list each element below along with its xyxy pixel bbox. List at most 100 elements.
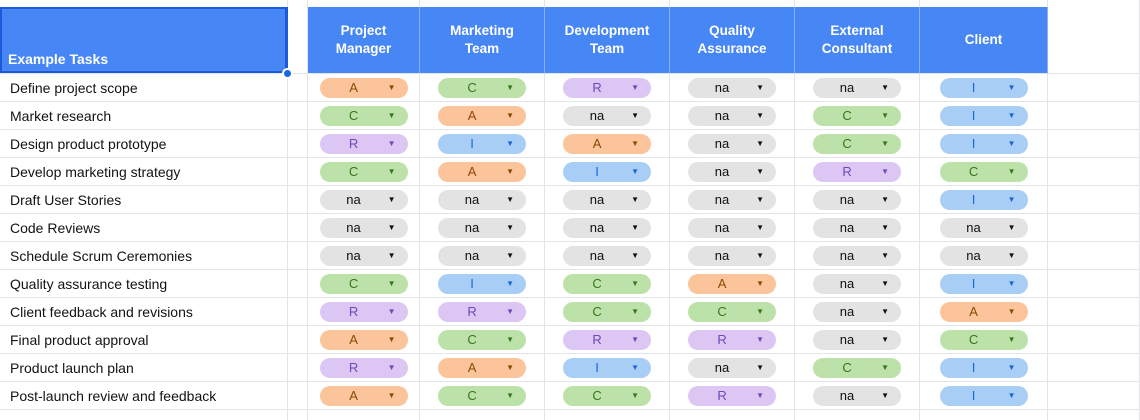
empty-cell[interactable] <box>288 298 308 326</box>
empty-cell[interactable] <box>1048 7 1140 74</box>
empty-cell[interactable] <box>1048 102 1140 130</box>
empty-cell[interactable] <box>288 7 308 74</box>
empty-cell[interactable] <box>288 242 308 270</box>
raci-dropdown-chip[interactable]: na ▼ <box>688 77 776 98</box>
raci-dropdown-chip[interactable]: na ▼ <box>813 385 901 406</box>
raci-dropdown-chip[interactable]: C ▼ <box>319 161 408 182</box>
raci-dropdown-chip[interactable]: R ▼ <box>438 301 526 322</box>
raci-dropdown-chip[interactable]: na ▼ <box>813 245 901 266</box>
empty-cell[interactable] <box>1048 158 1140 186</box>
raci-dropdown-chip[interactable]: na ▼ <box>438 189 526 210</box>
raci-dropdown-chip[interactable]: na ▼ <box>688 105 776 126</box>
empty-cell[interactable] <box>1048 270 1140 298</box>
raci-dropdown-chip[interactable]: na ▼ <box>563 245 651 266</box>
raci-dropdown-chip[interactable]: na ▼ <box>563 217 651 238</box>
empty-cell[interactable] <box>1048 354 1140 382</box>
raci-dropdown-chip[interactable]: R ▼ <box>688 385 776 406</box>
task-name-cell[interactable]: Product launch plan <box>0 354 288 382</box>
task-name-cell[interactable]: Final product approval <box>0 326 288 354</box>
task-name-cell[interactable]: Design product prototype <box>0 130 288 158</box>
raci-dropdown-chip[interactable]: na ▼ <box>319 245 408 266</box>
raci-dropdown-chip[interactable]: I ▼ <box>939 385 1028 406</box>
empty-cell[interactable] <box>288 270 308 298</box>
empty-cell[interactable] <box>1048 326 1140 354</box>
raci-dropdown-chip[interactable]: C ▼ <box>319 273 408 294</box>
raci-dropdown-chip[interactable]: C ▼ <box>813 133 901 154</box>
empty-cell[interactable] <box>288 186 308 214</box>
empty-cell[interactable] <box>288 382 308 410</box>
raci-dropdown-chip[interactable]: C ▼ <box>939 161 1028 182</box>
task-name-cell[interactable]: Schedule Scrum Ceremonies <box>0 242 288 270</box>
raci-dropdown-chip[interactable]: na ▼ <box>688 357 776 378</box>
task-name-cell[interactable]: Define project scope <box>0 74 288 102</box>
column-header-client[interactable]: Client <box>920 7 1048 74</box>
empty-cell[interactable] <box>1048 214 1140 242</box>
empty-cell[interactable] <box>1048 130 1140 158</box>
raci-dropdown-chip[interactable]: R ▼ <box>563 77 651 98</box>
raci-dropdown-chip[interactable]: A ▼ <box>319 329 408 350</box>
empty-cell[interactable] <box>288 326 308 354</box>
raci-dropdown-chip[interactable]: I ▼ <box>563 357 651 378</box>
raci-dropdown-chip[interactable]: na ▼ <box>688 161 776 182</box>
raci-dropdown-chip[interactable]: I ▼ <box>939 133 1028 154</box>
raci-dropdown-chip[interactable]: na ▼ <box>813 189 901 210</box>
raci-dropdown-chip[interactable]: R ▼ <box>319 357 408 378</box>
empty-cell[interactable] <box>288 354 308 382</box>
raci-dropdown-chip[interactable]: I ▼ <box>939 105 1028 126</box>
task-name-cell[interactable]: Code Reviews <box>0 214 288 242</box>
raci-dropdown-chip[interactable]: na ▼ <box>688 133 776 154</box>
raci-dropdown-chip[interactable]: na ▼ <box>438 245 526 266</box>
raci-dropdown-chip[interactable]: I ▼ <box>438 133 526 154</box>
raci-dropdown-chip[interactable]: C ▼ <box>438 385 526 406</box>
raci-dropdown-chip[interactable]: A ▼ <box>688 273 776 294</box>
empty-cell[interactable] <box>1048 382 1140 410</box>
raci-dropdown-chip[interactable]: na ▼ <box>939 245 1028 266</box>
raci-dropdown-chip[interactable]: R ▼ <box>813 161 901 182</box>
empty-cell[interactable] <box>288 130 308 158</box>
raci-dropdown-chip[interactable]: C ▼ <box>563 273 651 294</box>
empty-cell[interactable] <box>288 102 308 130</box>
raci-dropdown-chip[interactable]: na ▼ <box>438 217 526 238</box>
raci-dropdown-chip[interactable]: na ▼ <box>813 217 901 238</box>
raci-dropdown-chip[interactable]: na ▼ <box>939 217 1028 238</box>
raci-dropdown-chip[interactable]: na ▼ <box>319 217 408 238</box>
column-header-marketing-team[interactable]: Marketing Team <box>420 7 545 74</box>
task-name-cell[interactable]: Client feedback and revisions <box>0 298 288 326</box>
raci-dropdown-chip[interactable]: C ▼ <box>813 105 901 126</box>
task-name-cell[interactable]: Quality assurance testing <box>0 270 288 298</box>
raci-dropdown-chip[interactable]: R ▼ <box>563 329 651 350</box>
raci-dropdown-chip[interactable]: na ▼ <box>688 217 776 238</box>
raci-dropdown-chip[interactable]: A ▼ <box>563 133 651 154</box>
raci-dropdown-chip[interactable]: C ▼ <box>688 301 776 322</box>
raci-dropdown-chip[interactable]: A ▼ <box>438 105 526 126</box>
raci-dropdown-chip[interactable]: na ▼ <box>563 105 651 126</box>
column-header-project-manager[interactable]: Project Manager <box>308 7 420 74</box>
raci-dropdown-chip[interactable]: na ▼ <box>813 273 901 294</box>
raci-dropdown-chip[interactable]: C ▼ <box>438 77 526 98</box>
task-name-cell[interactable]: Develop marketing strategy <box>0 158 288 186</box>
task-name-cell[interactable]: Draft User Stories <box>0 186 288 214</box>
column-header-external-consultant[interactable]: External Consultant <box>795 7 920 74</box>
raci-dropdown-chip[interactable]: I ▼ <box>939 189 1028 210</box>
task-name-cell[interactable]: Post-launch review and feedback <box>0 382 288 410</box>
empty-cell[interactable] <box>1048 242 1140 270</box>
raci-dropdown-chip[interactable]: I ▼ <box>939 273 1028 294</box>
task-name-cell[interactable]: Market research <box>0 102 288 130</box>
raci-dropdown-chip[interactable]: na ▼ <box>813 301 901 322</box>
raci-dropdown-chip[interactable]: na ▼ <box>563 189 651 210</box>
raci-dropdown-chip[interactable]: C ▼ <box>319 105 408 126</box>
raci-dropdown-chip[interactable]: na ▼ <box>813 77 901 98</box>
task-header-cell[interactable]: Example Tasks <box>0 7 293 79</box>
selection-handle[interactable] <box>282 68 293 79</box>
raci-dropdown-chip[interactable]: I ▼ <box>438 273 526 294</box>
raci-dropdown-chip[interactable]: C ▼ <box>438 329 526 350</box>
empty-cell[interactable] <box>1048 298 1140 326</box>
empty-cell[interactable] <box>288 214 308 242</box>
empty-cell[interactable] <box>1048 186 1140 214</box>
empty-cell[interactable] <box>1048 74 1140 102</box>
raci-dropdown-chip[interactable]: I ▼ <box>563 161 651 182</box>
raci-dropdown-chip[interactable]: na ▼ <box>319 189 408 210</box>
raci-dropdown-chip[interactable]: R ▼ <box>319 133 408 154</box>
raci-dropdown-chip[interactable]: C ▼ <box>563 385 651 406</box>
raci-dropdown-chip[interactable]: R ▼ <box>688 329 776 350</box>
